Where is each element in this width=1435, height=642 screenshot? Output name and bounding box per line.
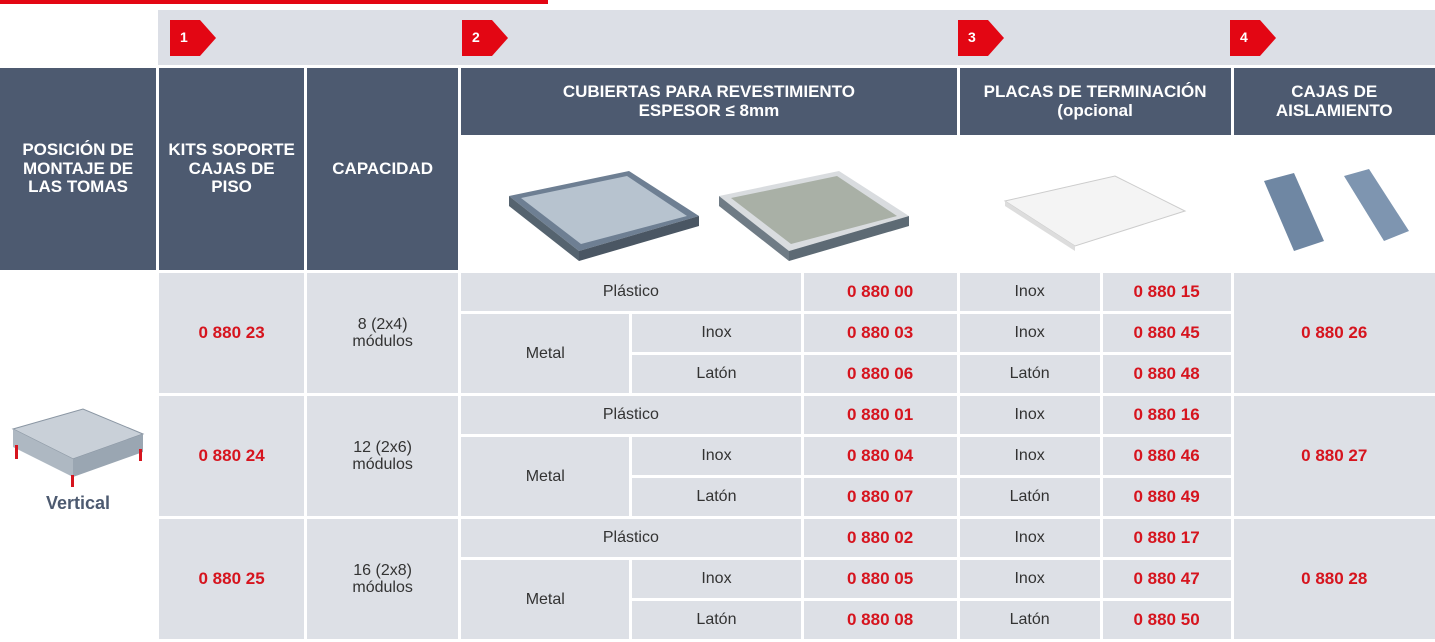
box-illustration — [1264, 168, 1410, 251]
header-cell: CAJAS DE AISLAMIENTO — [1233, 68, 1435, 135]
kit-code: 0 880 25 — [159, 519, 305, 640]
header-cell: PLACAS DE TERMINACIÓN (opcional — [959, 68, 1231, 135]
cover-finish: Latón — [632, 478, 801, 517]
cover-finish: Inox — [632, 314, 801, 353]
arrow — [170, 20, 216, 56]
capacity: 12 (2x6) módulos — [307, 396, 459, 517]
metal-label: Metal — [461, 560, 630, 640]
table-row: Metal Inox 0 880 03 Inox 0 880 45 — [0, 314, 1435, 394]
top-rule — [0, 0, 548, 4]
plate-material: Inox — [959, 396, 1100, 435]
plate-code: 0 880 45 — [1102, 314, 1231, 353]
step-badge: 2 — [462, 20, 508, 56]
plate-code: 0 880 50 — [1102, 601, 1231, 640]
arrow — [462, 20, 508, 56]
position-cell: Vertical — [0, 273, 157, 640]
step-number: 4 — [1240, 29, 1248, 45]
plate-code: 0 880 17 — [1102, 519, 1231, 558]
plate-material: Inox — [959, 437, 1100, 476]
table-row: 0 880 25 16 (2x8) módulos Plástico 0 880 02… — [0, 519, 1435, 640]
step-badge: 4 — [1230, 20, 1276, 56]
cover-material: Plástico — [461, 396, 801, 435]
cover-image — [461, 138, 957, 271]
header-cell: CAPACIDAD — [307, 68, 459, 271]
step-number: 3 — [968, 29, 976, 45]
kit-code: 0 880 24 — [159, 396, 305, 517]
plate-code: 0 880 48 — [1102, 355, 1231, 394]
product-table: POSICIÓN DE MONTAJE DE LAS TOMAS KITS SO… — [0, 65, 1435, 642]
plate-material: Latón — [959, 601, 1100, 640]
table-row: Latón 0 880 07 Latón 0 880 49 — [0, 478, 1435, 517]
cover-material: Plástico — [461, 519, 801, 558]
plate-material: Latón — [959, 478, 1100, 517]
metal-label: Metal — [461, 314, 630, 394]
cover-code: 0 880 00 — [803, 273, 957, 312]
capacity: 16 (2x8) módulos — [307, 519, 459, 640]
step-badge: 3 — [958, 20, 1004, 56]
step-band: 1 2 3 4 — [158, 10, 1435, 65]
cover-illustration — [508, 170, 909, 261]
kit-code: 0 880 23 — [159, 273, 305, 394]
table-row: Latón 0 880 06 Latón 0 880 48 — [0, 355, 1435, 394]
position-label: Vertical — [46, 492, 111, 513]
box-image — [1233, 138, 1435, 271]
plate-material: Inox — [959, 560, 1100, 599]
step-number: 2 — [472, 29, 480, 45]
position-illustration — [11, 408, 145, 487]
table-row: Metal Inox 0 880 05 Inox 0 880 47 — [0, 560, 1435, 640]
plate-illustration — [1003, 175, 1187, 251]
plate-material: Inox — [959, 273, 1100, 312]
cover-code: 0 880 06 — [803, 355, 957, 394]
plate-code: 0 880 47 — [1102, 560, 1231, 599]
cover-finish: Inox — [632, 437, 801, 476]
header-cell: POSICIÓN DE MONTAJE DE LAS TOMAS — [0, 68, 157, 271]
cover-code: 0 880 04 — [803, 437, 957, 476]
cover-code: 0 880 07 — [803, 478, 957, 517]
box-code: 0 880 28 — [1233, 519, 1435, 640]
table-row: 0 880 24 12 (2x6) módulos Plástico 0 880 01… — [0, 396, 1435, 517]
plate-material: Latón — [959, 355, 1100, 394]
plate-code: 0 880 16 — [1102, 396, 1231, 435]
cover-finish: Latón — [632, 601, 801, 640]
cover-code: 0 880 03 — [803, 314, 957, 353]
plate-code: 0 880 15 — [1102, 273, 1231, 312]
plate-code: 0 880 46 — [1102, 437, 1231, 476]
cover-finish: Latón — [632, 355, 801, 394]
metal-label: Metal — [461, 437, 630, 517]
table-row: Metal Inox 0 880 04 Inox 0 880 46 — [0, 437, 1435, 517]
header-cell: KITS SOPORTE CAJAS DE PISO — [159, 68, 305, 271]
box-code: 0 880 26 — [1233, 273, 1435, 394]
plate-image — [959, 138, 1231, 271]
plate-material: Inox — [959, 519, 1100, 558]
cover-code: 0 880 05 — [803, 560, 957, 599]
plate-material: Inox — [959, 314, 1100, 353]
cover-material: Plástico — [461, 273, 801, 312]
box-code: 0 880 27 — [1233, 396, 1435, 517]
capacity: 8 (2x4) módulos — [307, 273, 459, 394]
cover-code: 0 880 01 — [803, 396, 957, 435]
arrow — [958, 20, 1004, 56]
table-row: Vertical 0 880 23 8 (2x4) módulos Plástico 0… — [0, 273, 1435, 640]
step-number: 1 — [180, 29, 188, 45]
cover-code: 0 880 08 — [803, 601, 957, 640]
header-cell: CUBIERTAS PARA REVESTIMIENTO ESPESOR ≤ 8… — [461, 68, 957, 135]
step-badge: 1 — [170, 20, 216, 56]
cover-finish: Inox — [632, 560, 801, 599]
cover-code: 0 880 02 — [803, 519, 957, 558]
arrow — [1230, 20, 1276, 56]
plate-code: 0 880 49 — [1102, 478, 1231, 517]
